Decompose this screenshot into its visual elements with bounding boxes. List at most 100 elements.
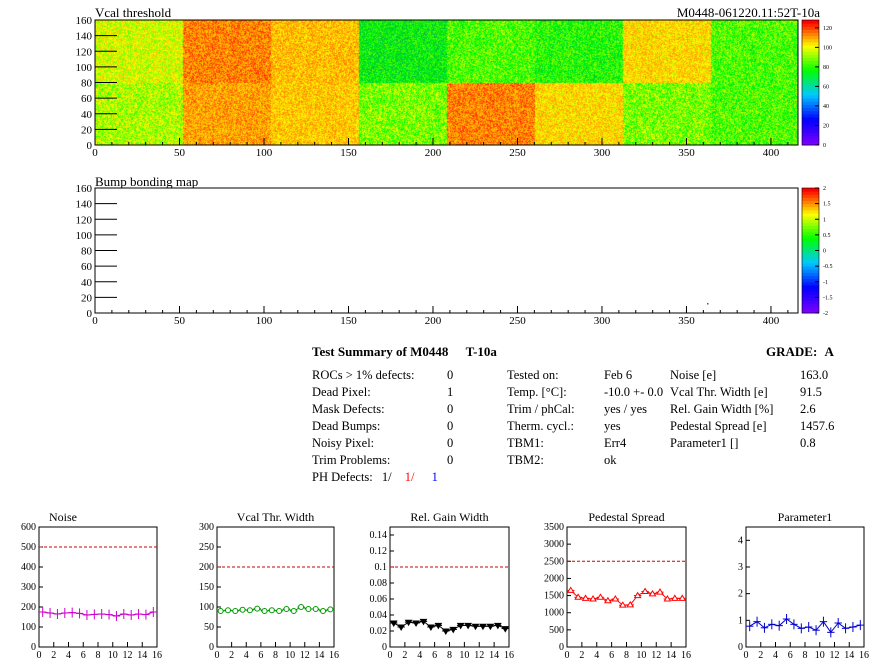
palette-frame <box>801 19 820 146</box>
summary-row-label: Trim Problems: <box>312 453 391 467</box>
data-point <box>604 596 612 604</box>
palette-swatch <box>802 266 819 270</box>
palette-swatch <box>802 275 819 280</box>
summary-row: Vcal Thr. Width [e] 91.5 <box>670 384 840 401</box>
palette-swatch <box>802 20 819 24</box>
chart-frame <box>745 526 865 648</box>
x-tick-label: 50 <box>174 147 186 159</box>
y-tick-label: 140 <box>76 31 93 43</box>
data-point <box>290 608 297 614</box>
palette-swatch <box>802 209 819 214</box>
y-tick-label: 1 <box>738 615 743 626</box>
chart-title: Parameter1 <box>778 510 833 524</box>
palette-swatch <box>802 73 819 77</box>
data-point <box>581 594 590 601</box>
palette-swatch <box>802 238 819 242</box>
summary-row-label: TBM1: <box>507 436 544 450</box>
palette-swatch <box>802 57 819 62</box>
palette-swatch <box>802 219 819 223</box>
palette-swatch <box>802 88 819 93</box>
x-tick-label: 12 <box>300 650 310 661</box>
y-tick-label: 200 <box>21 602 36 613</box>
palette-tick-label: -0.5 <box>823 264 833 270</box>
data-point <box>419 618 428 626</box>
palette-swatch <box>802 32 819 37</box>
x-tick-label: 8 <box>273 650 278 661</box>
x-tick-label: 0 <box>92 147 98 159</box>
palette-swatch <box>802 272 819 276</box>
chart-title: Pedestal Spread <box>588 510 664 524</box>
data-point <box>298 604 305 610</box>
x-tick-label: 14 <box>314 650 324 661</box>
palette-tick-label: 1.5 <box>823 202 831 208</box>
summary-row-label: Vcal Thr. Width [e] <box>670 385 768 399</box>
summary-row: Rel. Gain Width [%] 2.6 <box>670 401 840 418</box>
palette-swatch <box>802 216 819 220</box>
summary-row: Temp. [°C]: -10.0 +- 0.0 <box>507 384 667 401</box>
x-tick-label: 400 <box>763 315 780 327</box>
summary-row-label: Rel. Gain Width [%] <box>670 402 774 416</box>
summary-row-label: ROCs > 1% defects: <box>312 368 415 382</box>
palette-swatch <box>802 206 819 211</box>
palette-swatch <box>802 26 819 30</box>
summary-row: ROCs > 1% defects: 0 <box>312 367 460 384</box>
palette-swatch <box>802 278 819 283</box>
palette-swatch <box>802 79 819 83</box>
y-tick-label: 160 <box>76 183 93 195</box>
x-tick-label: 350 <box>678 147 695 159</box>
palette-swatch <box>802 309 819 314</box>
palette-tick-label: 0.5 <box>823 233 831 239</box>
y-tick-label: 0.14 <box>370 530 388 541</box>
palette-tick-label: 40 <box>823 104 829 110</box>
summary-row-label: TBM2: <box>507 453 544 467</box>
data-point <box>254 605 261 612</box>
palette-swatch <box>802 66 819 71</box>
y-tick-label: 1500 <box>544 591 564 602</box>
summary-row: Dead Pixel: 1 <box>312 384 460 401</box>
x-tick-label: 10 <box>636 650 646 661</box>
x-tick-label: 150 <box>340 147 357 159</box>
data-point <box>456 622 465 630</box>
summary-row-label: Parameter1 [] <box>670 436 739 450</box>
x-tick-label: 0 <box>37 650 42 661</box>
x-tick-label: 6 <box>258 650 263 661</box>
y-tick-label: 600 <box>21 522 36 533</box>
palette-swatch <box>802 197 819 201</box>
summary-row-value: 1 <box>447 385 454 399</box>
palette-swatch <box>802 29 819 33</box>
x-tick-label: 6 <box>788 650 793 661</box>
summary-row: Tested on: Feb 6 <box>507 367 667 384</box>
summary-performance-list: Noise [e] 163.0 Vcal Thr. Width [e] 91.5 Rel… <box>670 367 840 452</box>
y-tick-label: 0 <box>209 642 214 653</box>
data-point <box>434 622 443 630</box>
summary-row-value: 0 <box>447 453 454 467</box>
x-tick-label: 100 <box>256 315 273 327</box>
x-tick-label: 2 <box>229 650 234 661</box>
y-tick-label: 0 <box>559 642 564 653</box>
y-tick-label: 400 <box>21 562 36 573</box>
x-tick-label: 14 <box>137 650 147 661</box>
y-tick-label: 0.08 <box>370 578 388 589</box>
y-tick-label: 500 <box>549 625 564 636</box>
summary-row-label: Pedestal Spread [e] <box>670 419 767 433</box>
palette-swatch <box>802 284 819 289</box>
summary-row-label: Therm. cycl.: <box>507 419 574 433</box>
data-point <box>589 595 597 602</box>
y-tick-label: 40 <box>81 109 93 121</box>
x-tick-label: 300 <box>594 315 611 327</box>
summary-row-value: 163.0 <box>800 368 829 382</box>
x-tick-label: 12 <box>474 650 484 661</box>
y-tick-label: 150 <box>199 582 214 593</box>
data-point <box>232 608 239 614</box>
palette-tick-label: 60 <box>823 84 829 90</box>
grade-label: GRADE: A <box>766 344 834 359</box>
data-point <box>449 626 458 634</box>
data-point <box>501 626 510 633</box>
summary-row-value: 2.6 <box>800 402 816 416</box>
module-id-label: M0448-061220.11:52T-10a <box>676 5 820 20</box>
summary-row: Pedestal Spread [e] 1457.6 <box>670 418 840 435</box>
x-tick-label: 4 <box>594 650 599 661</box>
data-point <box>566 586 575 593</box>
palette-swatch <box>802 85 819 90</box>
summary-row: Mask Defects: 0 <box>312 401 460 418</box>
